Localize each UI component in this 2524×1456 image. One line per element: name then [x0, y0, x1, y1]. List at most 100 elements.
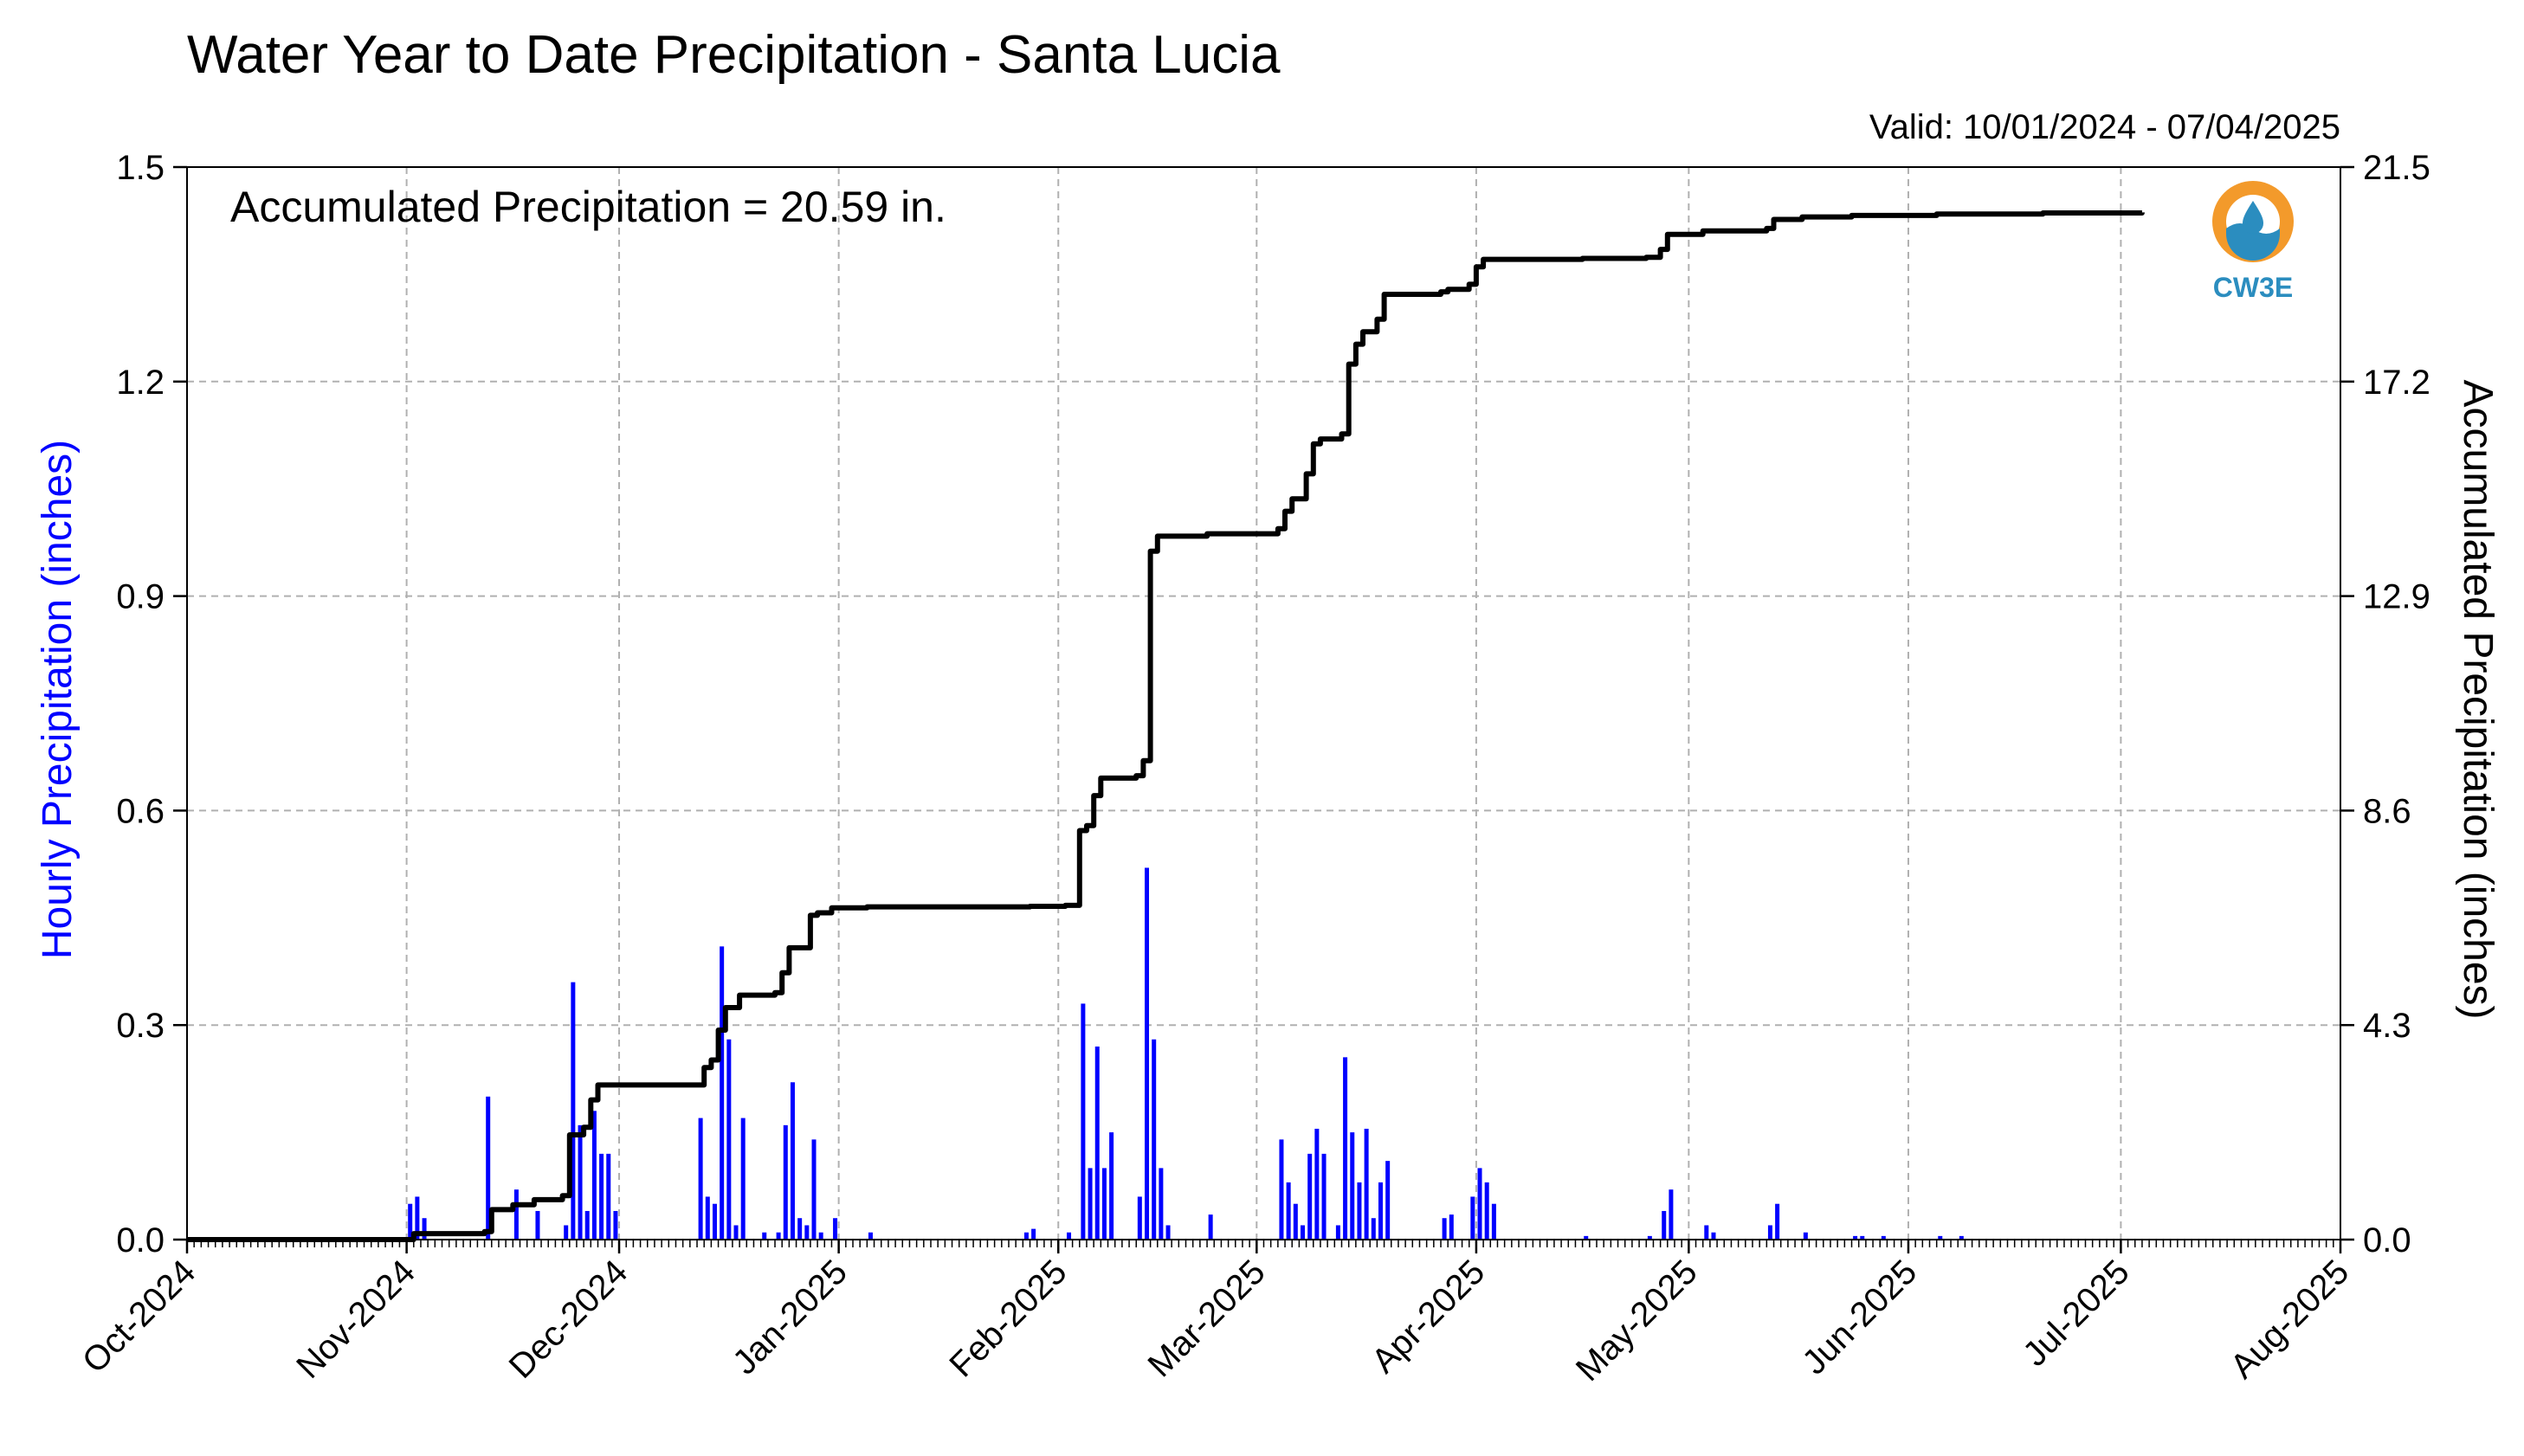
x-tick-label: Jul-2025: [2016, 1253, 2137, 1374]
hourly-bar: [1307, 1153, 1313, 1240]
hourly-bar: [606, 1153, 611, 1240]
hourly-bar: [422, 1218, 427, 1240]
hourly-bar: [591, 1111, 597, 1240]
hourly-bar: [762, 1232, 767, 1240]
hourly-bar: [513, 1189, 519, 1240]
accumulated-line: [187, 210, 2145, 1242]
hourly-bar: [1442, 1218, 1447, 1240]
hourly-bar: [408, 1203, 413, 1240]
accumulated-annotation: Accumulated Precipitation = 20.59 in.: [230, 183, 946, 231]
hourly-bar: [1094, 1046, 1100, 1240]
hourly-bar: [1647, 1235, 1652, 1240]
hourly-bar: [1860, 1235, 1865, 1240]
chart-subtitle: Valid: 10/01/2024 - 07/04/2025: [1869, 108, 2340, 146]
hourly-bar: [1343, 1057, 1348, 1240]
logo-wave-icon: [2226, 223, 2280, 261]
hourly-bar: [1853, 1235, 1858, 1240]
hourly-bar: [1109, 1132, 1114, 1240]
hourly-bar: [571, 982, 576, 1240]
hourly-bar: [833, 1218, 838, 1240]
hourly-bar: [1293, 1203, 1298, 1240]
hourly-bar: [1031, 1228, 1036, 1240]
hourly-bar: [415, 1196, 420, 1240]
hourly-bar: [733, 1225, 739, 1240]
y-left-tick-label: 0.0: [116, 1221, 165, 1260]
hourly-bar: [797, 1218, 803, 1240]
y-right-tick-label: 17.2: [2363, 364, 2430, 402]
hourly-bar: [1803, 1232, 1808, 1240]
hourly-bar: [1357, 1182, 1362, 1240]
hourly-bar: [776, 1232, 781, 1240]
hourly-bar: [1669, 1189, 1674, 1240]
y-left-tick-label: 0.9: [116, 578, 165, 616]
hourly-bar: [712, 1203, 717, 1240]
hourly-bar: [1088, 1168, 1093, 1240]
plot-frame: [186, 166, 2341, 1240]
hourly-bar: [1491, 1203, 1496, 1240]
x-tick-label: Oct-2024: [75, 1253, 203, 1380]
hourly-bar: [1938, 1235, 1943, 1240]
hourly-bar: [1484, 1182, 1489, 1240]
hourly-bar: [1959, 1235, 1964, 1240]
hourly-bar: [1470, 1196, 1475, 1240]
hourly-bar: [1767, 1225, 1772, 1240]
tick-labels: Oct-2024 Nov-2024 Dec-2024 Jan-2025 Feb-2025…: [75, 149, 2430, 1388]
x-tick-label: Mar-2025: [1141, 1253, 1273, 1384]
hourly-bar: [740, 1118, 746, 1240]
x-tick-label: Nov-2024: [289, 1253, 423, 1386]
hourly-bar: [1364, 1128, 1369, 1240]
x-tick-label: Feb-2025: [942, 1253, 1074, 1384]
hourly-bar: [1165, 1225, 1171, 1240]
hourly-bar: [599, 1153, 604, 1240]
hourly-bar: [1208, 1214, 1213, 1240]
hourly-bar: [1584, 1235, 1589, 1240]
y-right-tick-label: 12.9: [2363, 578, 2430, 616]
hourly-bar: [783, 1124, 788, 1240]
logo-text: CW3E: [2213, 272, 2293, 303]
y-right-tick-label: 0.0: [2363, 1221, 2411, 1260]
hourly-bar: [1711, 1232, 1716, 1240]
x-tick-label: Jan-2025: [726, 1253, 855, 1382]
chart-title: Water Year to Date Precipitation - Santa…: [187, 25, 1281, 85]
y-left-tick-label: 0.6: [116, 792, 165, 830]
hourly-bar: [705, 1196, 710, 1240]
hourly-bar: [868, 1232, 873, 1240]
hourly-bar: [698, 1118, 703, 1240]
hourly-bar: [1378, 1182, 1383, 1240]
axis-ticks: [173, 165, 2354, 1253]
hourly-bar: [1279, 1139, 1284, 1240]
hourly-bar: [804, 1225, 810, 1240]
hourly-bar: [1101, 1168, 1107, 1240]
hourly-bar: [613, 1210, 618, 1240]
hourly-bar: [564, 1225, 569, 1240]
hourly-bar: [1023, 1232, 1029, 1240]
hourly-bar: [1067, 1232, 1072, 1240]
hourly-bar: [1137, 1196, 1142, 1240]
grid-lines: [187, 167, 2340, 1240]
y-right-tick-label: 4.3: [2363, 1007, 2411, 1045]
hourly-bar: [535, 1210, 540, 1240]
hourly-bar: [1335, 1225, 1340, 1240]
x-tick-label: Apr-2025: [1365, 1253, 1492, 1380]
x-tick-label: Aug-2025: [2224, 1253, 2357, 1386]
hourly-bar: [1159, 1168, 1164, 1240]
hourly-bar: [1350, 1132, 1355, 1240]
hourly-bar: [1881, 1235, 1886, 1240]
hourly-bar: [1081, 1003, 1086, 1240]
hourly-bar: [1704, 1225, 1709, 1240]
hourly-bar: [1314, 1128, 1320, 1240]
hourly-bar: [1775, 1203, 1780, 1240]
hourly-bar: [811, 1139, 817, 1240]
hourly-bar: [1286, 1182, 1291, 1240]
logo-drop-icon: [2243, 201, 2263, 234]
hourly-bar: [726, 1039, 732, 1240]
hourly-bar: [584, 1210, 590, 1240]
hourly-bar: [1152, 1039, 1157, 1240]
y-right-tick-label: 21.5: [2363, 149, 2430, 187]
hourly-bars: [408, 867, 1964, 1240]
hourly-bar: [1321, 1153, 1327, 1240]
hourly-bar: [1371, 1218, 1376, 1240]
x-tick-label: May-2025: [1569, 1253, 1705, 1388]
y-left-tick-label: 0.3: [116, 1007, 165, 1045]
